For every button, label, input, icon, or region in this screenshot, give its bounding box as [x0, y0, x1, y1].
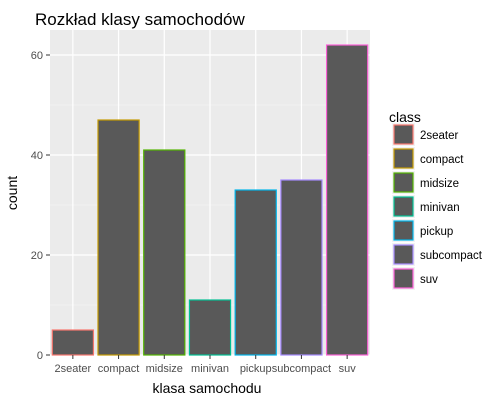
x-tick-label: 2seater [55, 363, 92, 375]
x-tick-label: midsize [146, 363, 183, 375]
x-tick-label: pickup [240, 363, 272, 375]
legend-label: minivan [420, 202, 460, 214]
legend-title: class [389, 109, 421, 125]
x-axis-ticks: 2seater compact midsize minivan pickup subcom… [55, 355, 357, 375]
legend-label: compact [420, 154, 464, 166]
bar-suv [325, 44, 369, 356]
legend-swatch-minivan [393, 196, 414, 217]
x-tick-label: compact [98, 363, 140, 375]
y-tick-label: 40 [31, 150, 43, 162]
bar-subcompact [280, 179, 323, 356]
legend: class 2seater compact midsize minivan pickup… [389, 109, 483, 290]
y-tick-label: 60 [31, 50, 43, 62]
legend-swatch-pickup [393, 220, 414, 241]
bar-midsize [143, 149, 186, 356]
bar-2seater [51, 329, 95, 356]
x-tick-label: subcompact [272, 363, 331, 375]
y-axis-ticks: 0 20 40 60 [31, 50, 50, 362]
x-axis-label: klasa samochodu [153, 380, 262, 396]
y-tick-label: 0 [37, 350, 43, 362]
legend-swatch-2seater [393, 124, 414, 145]
bar-pickup [234, 189, 277, 356]
legend-swatch-midsize [393, 172, 414, 193]
bars [51, 44, 369, 356]
y-axis-label: count [4, 176, 20, 210]
chart-title: Rozkład klasy samochodów [35, 10, 245, 29]
legend-items: 2seater compact midsize minivan pickup subcom… [392, 123, 483, 290]
legend-label: pickup [420, 226, 453, 238]
x-tick-label: minivan [191, 363, 229, 375]
bar-compact [97, 119, 140, 356]
y-tick-label: 20 [31, 250, 43, 262]
legend-swatch-suv [393, 268, 414, 289]
x-tick-label: suv [339, 363, 357, 375]
legend-label: 2seater [420, 130, 459, 142]
legend-swatch-compact [393, 148, 414, 169]
legend-swatch-subcompact [393, 244, 414, 265]
legend-label: subcompact [420, 250, 483, 262]
legend-label: suv [420, 274, 438, 286]
bar-minivan [188, 299, 232, 356]
legend-label: midsize [420, 178, 459, 190]
